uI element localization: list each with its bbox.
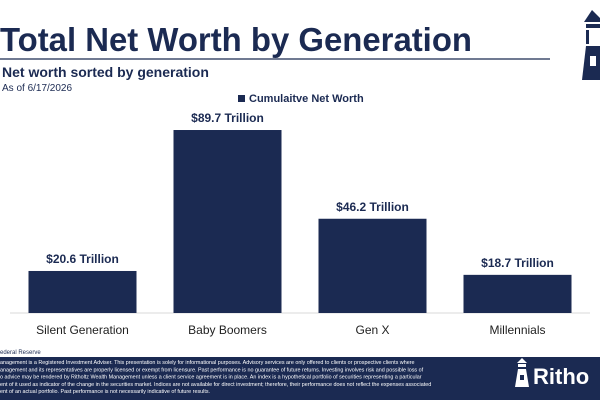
chart-title: Total Net Worth by Generation	[0, 21, 472, 58]
value-label: $18.7 Trillion	[481, 256, 554, 270]
footer-logo	[515, 358, 529, 387]
legend-label: Cumulaitve Net Worth	[249, 93, 364, 105]
legend-swatch	[238, 95, 245, 102]
disclaimer-line: ent of it used as indicator of the chang…	[0, 382, 431, 388]
value-label: $89.7 Trillion	[191, 111, 264, 125]
chart-subtitle: Net worth sorted by generation	[2, 64, 209, 80]
bar	[28, 270, 137, 313]
disclaimer-line: ent of an actual portfolio. Past perform…	[0, 389, 210, 395]
disclaimer-line: anagement is a Registered Investment Adv…	[0, 360, 415, 366]
value-label: $46.2 Trillion	[336, 200, 409, 214]
x-tick-label: Baby Boomers	[188, 323, 267, 337]
x-tick-label: Gen X	[355, 323, 389, 337]
footer-logo-text: Ritho	[533, 364, 589, 389]
lighthouse-logo	[582, 10, 600, 80]
bar	[463, 274, 572, 313]
footer-band	[0, 357, 600, 400]
x-tick-label: Silent Generation	[36, 323, 129, 337]
disclaimer-line: o advice may be rendered by Ritholtz Wea…	[0, 375, 422, 381]
date-note: As of 6/17/2026	[2, 83, 72, 94]
value-label: $20.6 Trillion	[46, 252, 119, 266]
disclaimer-line: anagement and its representatives are pr…	[0, 367, 424, 373]
bar	[318, 218, 427, 313]
x-tick-label: Millennials	[489, 323, 545, 337]
bar	[173, 130, 282, 313]
source-note: ederal Reserve	[0, 350, 41, 356]
